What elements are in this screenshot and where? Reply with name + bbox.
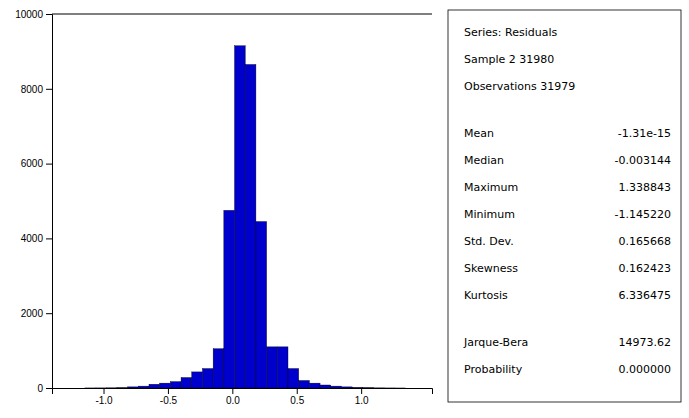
x-tick-label: 0.0 xyxy=(226,395,240,406)
bar xyxy=(192,372,203,388)
y-tick-label: 4000 xyxy=(21,233,44,244)
bar xyxy=(267,347,278,388)
y-axis: 0 2000 4000 6000 8000 10000 xyxy=(15,9,52,394)
stat-label: Std. Dev. xyxy=(464,235,514,248)
stats-box xyxy=(448,10,681,402)
frame-top xyxy=(52,14,432,15)
bar xyxy=(85,387,96,388)
y-tick-label: 0 xyxy=(37,383,43,394)
bar xyxy=(117,387,128,388)
stat-value: 6.336475 xyxy=(619,289,672,302)
y-tick-mark xyxy=(46,89,52,90)
stat-label: Mean xyxy=(464,127,494,140)
stat-value: -1.31e-15 xyxy=(618,127,671,140)
y-tick-mark xyxy=(46,238,52,239)
stat-value: 0.162423 xyxy=(619,262,672,275)
bar xyxy=(320,385,331,388)
x-tick-label: 1.0 xyxy=(355,395,369,406)
bar xyxy=(277,347,288,388)
stat-value: 0.165668 xyxy=(619,235,672,248)
y-tick: 2000 xyxy=(21,308,52,319)
x-tick: 1.0 xyxy=(355,388,369,406)
bar xyxy=(181,378,192,388)
bar xyxy=(384,387,395,388)
y-axis-line xyxy=(46,15,53,389)
stat-value: 1.338843 xyxy=(619,181,672,194)
y-tick-label: 8000 xyxy=(21,84,44,95)
stat-value: 14973.62 xyxy=(619,336,672,349)
bars xyxy=(85,46,406,388)
stat-label: Sample 2 31980 xyxy=(464,53,554,66)
bar xyxy=(395,387,406,388)
y-tick-label: 6000 xyxy=(21,158,44,169)
y-tick: 6000 xyxy=(21,158,52,169)
bar xyxy=(331,386,342,388)
chart: -1.0 -0.5 0.0 0.5 1.0 0 2000 4000 6000 8000 10000 S… xyxy=(0,0,689,418)
y-tick: 8000 xyxy=(21,84,52,95)
y-tick: 10000 xyxy=(15,9,52,20)
bar xyxy=(138,386,149,388)
bar xyxy=(309,383,320,388)
bar xyxy=(213,349,224,388)
stat-label: Maximum xyxy=(464,181,518,194)
x-tick: -0.5 xyxy=(160,388,178,406)
stat-label: Jarque-Bera xyxy=(463,336,528,349)
bar xyxy=(299,381,310,388)
bar xyxy=(341,387,352,388)
bar xyxy=(235,46,246,388)
y-tick-mark xyxy=(46,164,52,165)
bar xyxy=(149,384,160,388)
stat-label: Minimum xyxy=(464,208,515,221)
y-tick-mark xyxy=(46,388,52,389)
x-tick-mark xyxy=(168,388,169,394)
y-tick: 0 xyxy=(37,383,52,394)
y-tick-label: 10000 xyxy=(15,9,43,20)
bar xyxy=(363,387,374,388)
stat-value: -0.003144 xyxy=(615,154,671,167)
bar xyxy=(202,369,213,388)
stat-label: Probability xyxy=(464,363,523,376)
x-tick-label: -0.5 xyxy=(160,395,178,406)
bar xyxy=(256,222,267,388)
x-tick: 0.5 xyxy=(290,388,304,406)
x-tick-label: -1.0 xyxy=(95,395,113,406)
stat-label: Series: Residuals xyxy=(464,26,557,39)
stat-label: Kurtosis xyxy=(464,289,508,302)
stat-label: Observations 31979 xyxy=(464,80,575,93)
bar xyxy=(170,382,181,388)
stat-label: Skewness xyxy=(464,262,518,275)
x-tick-mark xyxy=(104,388,105,394)
x-tick: -1.0 xyxy=(95,388,113,406)
bar xyxy=(224,210,235,388)
x-tick-mark xyxy=(297,388,298,394)
x-tick-mark xyxy=(232,388,233,394)
bar xyxy=(374,387,385,388)
y-tick-mark xyxy=(46,14,52,15)
y-tick: 4000 xyxy=(21,233,52,244)
bar xyxy=(352,387,363,388)
bar xyxy=(106,387,117,388)
bar xyxy=(160,383,171,388)
y-tick-label: 2000 xyxy=(21,308,44,319)
stat-label: Median xyxy=(464,154,504,167)
bar xyxy=(128,387,139,388)
stat-value: -1.145220 xyxy=(615,208,671,221)
x-tick-mark xyxy=(361,388,362,394)
bar xyxy=(96,387,107,388)
bar xyxy=(288,369,299,388)
stats-panel: Series: Residuals Sample 2 31980 Observati… xyxy=(448,10,681,402)
x-tick-label: 0.5 xyxy=(290,395,304,406)
x-axis: -1.0 -0.5 0.0 0.5 1.0 xyxy=(53,388,433,406)
y-tick-mark xyxy=(46,313,52,314)
x-axis-line xyxy=(53,389,433,395)
bar xyxy=(245,64,256,388)
stat-value: 0.000000 xyxy=(619,363,672,376)
x-tick: 0.0 xyxy=(226,388,240,406)
